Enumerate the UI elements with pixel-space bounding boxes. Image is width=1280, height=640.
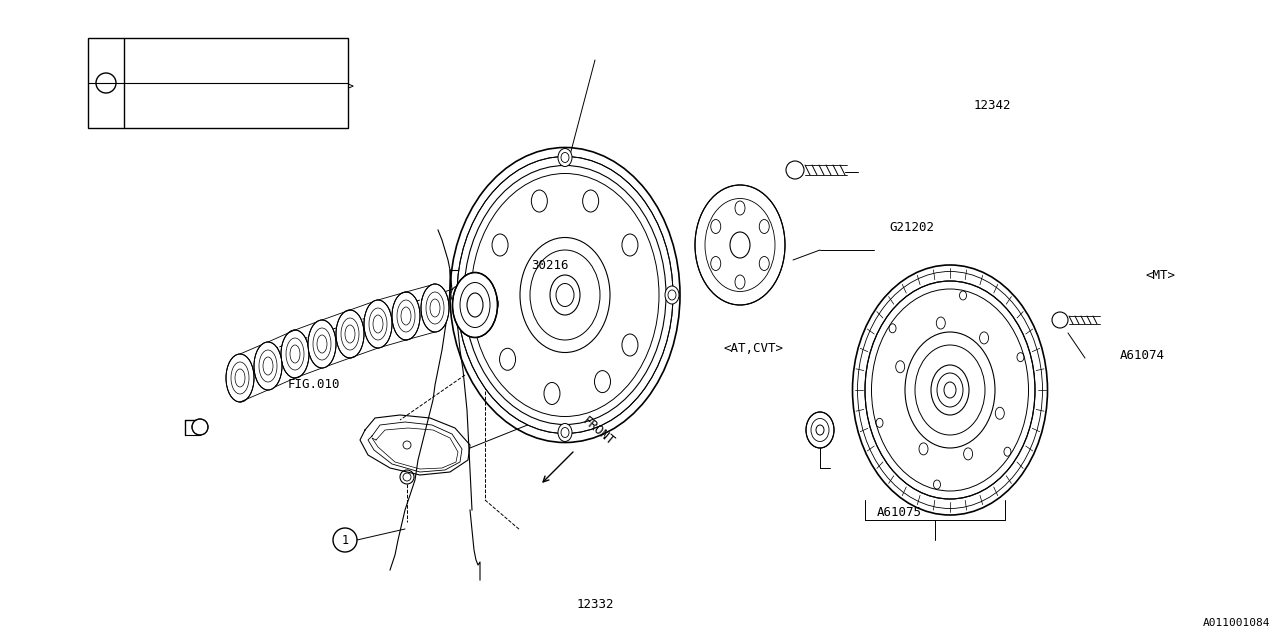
Text: <AT,CVT>: <AT,CVT> [723, 342, 783, 355]
Text: A61074: A61074 [1120, 349, 1165, 362]
Text: A011001084: A011001084 [1202, 618, 1270, 628]
Text: FRONT: FRONT [580, 414, 617, 448]
Text: 12333: 12333 [877, 432, 914, 445]
Ellipse shape [453, 273, 498, 337]
Ellipse shape [550, 275, 580, 315]
Ellipse shape [392, 292, 420, 340]
Ellipse shape [865, 281, 1036, 499]
Text: FIG.010: FIG.010 [288, 378, 340, 390]
Ellipse shape [253, 342, 282, 390]
Ellipse shape [282, 330, 308, 378]
Ellipse shape [666, 286, 678, 304]
Text: <MT>: <MT> [324, 80, 355, 93]
Ellipse shape [695, 185, 785, 305]
Text: G21202: G21202 [890, 221, 934, 234]
Text: 30216: 30216 [531, 259, 568, 272]
Ellipse shape [192, 419, 207, 435]
Text: A50685 ('11MY1007- >: A50685 ('11MY1007- > [132, 101, 268, 111]
Ellipse shape [558, 424, 572, 442]
Ellipse shape [558, 148, 572, 166]
Text: A61075: A61075 [877, 506, 922, 518]
Ellipse shape [421, 284, 449, 332]
Text: 1: 1 [342, 534, 348, 547]
Ellipse shape [308, 320, 335, 368]
Ellipse shape [806, 412, 835, 448]
Ellipse shape [335, 310, 364, 358]
Ellipse shape [364, 300, 392, 348]
Text: 1: 1 [102, 78, 109, 88]
Bar [88, 38, 348, 128]
Ellipse shape [227, 354, 253, 402]
Ellipse shape [457, 157, 673, 433]
Text: A50635 ( -'11MY1007>: A50635 ( -'11MY1007> [132, 56, 268, 66]
Text: 12342: 12342 [973, 99, 1011, 112]
Ellipse shape [931, 365, 969, 415]
Text: <MT>: <MT> [1146, 269, 1175, 282]
Ellipse shape [451, 286, 465, 304]
Text: 12332: 12332 [576, 598, 614, 611]
